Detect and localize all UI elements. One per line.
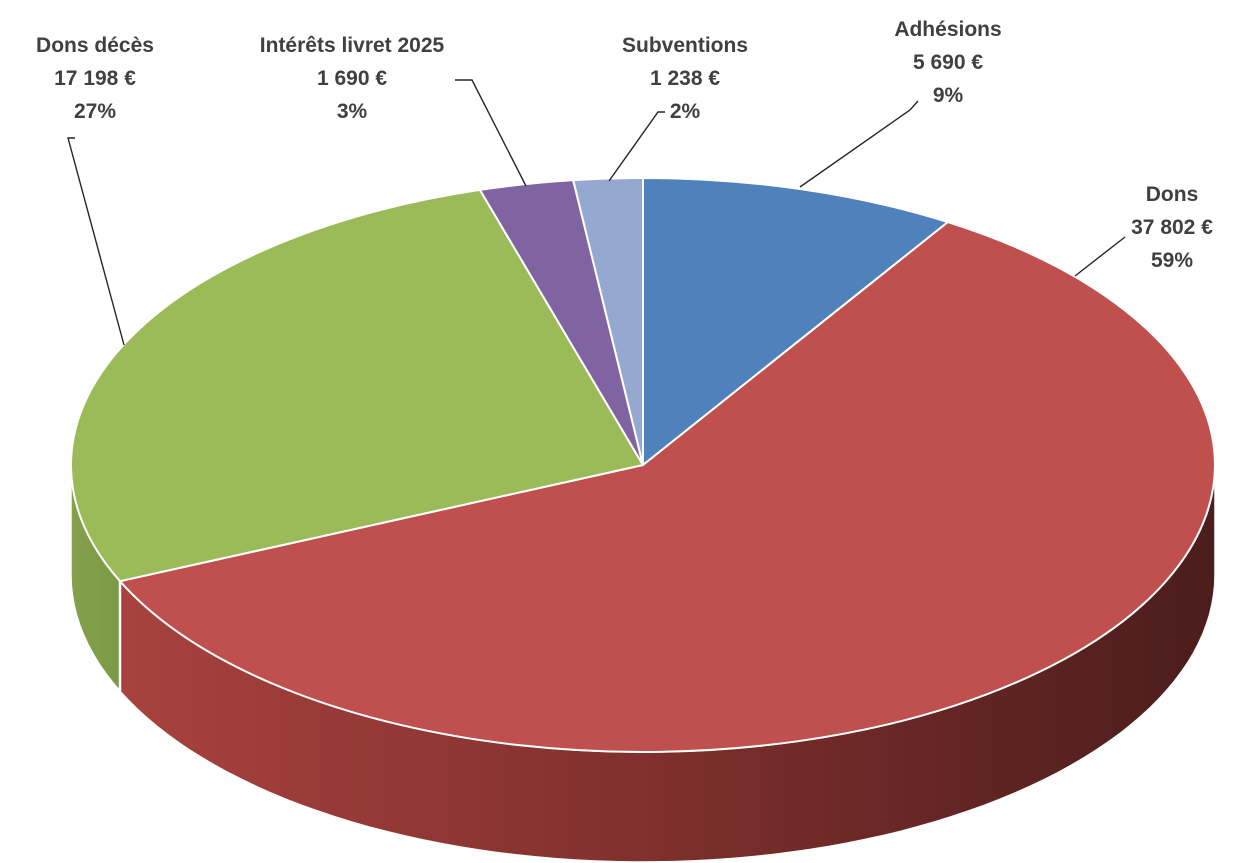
- data-label-percent-label-2: 27%: [74, 100, 116, 123]
- data-label-percent-label-3: 3%: [337, 100, 368, 123]
- data-label-percent-label-4: 2%: [670, 100, 701, 123]
- data-label-value-label-4: 1 238 €: [650, 67, 720, 90]
- pie-slice-1: [119, 221, 1216, 753]
- pie-slice-4: [572, 176, 644, 466]
- data-label-name-1: Dons: [1146, 183, 1199, 206]
- leader-line-1: [1074, 236, 1126, 277]
- pie-tops: [70, 176, 1216, 753]
- leader-line-0: [799, 100, 919, 188]
- pie-slice-0: [642, 177, 949, 466]
- data-label-value-label-1: 37 802 €: [1131, 216, 1213, 239]
- data-labels: Adhésions 5 690 € 9% Dons 37 802 € 59% Dons dé…: [36, 18, 1213, 272]
- leader-line-4: [608, 111, 665, 182]
- leader-line-2: [67, 137, 125, 346]
- data-label-percent-label-0: 9%: [933, 84, 964, 107]
- data-label-value-label-2: 17 198 €: [54, 67, 136, 90]
- data-label-name-4: Subventions: [622, 34, 748, 57]
- data-label-name-2: Dons décès: [36, 34, 154, 57]
- data-label-name-0: Adhésions: [894, 18, 1001, 41]
- data-label-name-3: Intérêts livret 2025: [260, 34, 445, 57]
- data-label-value-label-0: 5 690 €: [913, 51, 983, 74]
- data-label-percent-label-1: 59%: [1151, 249, 1193, 272]
- data-label-value-label-3: 1 690 €: [317, 67, 387, 90]
- leader-lines: [67, 79, 1126, 346]
- leader-line-3: [455, 79, 527, 187]
